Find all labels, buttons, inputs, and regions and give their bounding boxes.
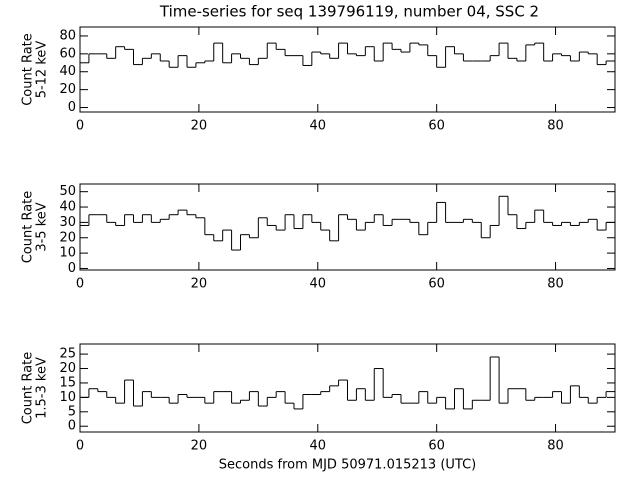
chart-title: Time-series for seq 139796119, number 04… xyxy=(159,3,539,21)
y-axis-label: Count Rate xyxy=(21,352,36,425)
y-axis-label: Count Rate xyxy=(21,191,36,264)
x-tick-label: 80 xyxy=(547,277,564,292)
y-tick-label: 20 xyxy=(59,82,76,97)
plot-frame xyxy=(79,26,616,113)
x-axis-label: Seconds from MJD 50971.015213 (UTC) xyxy=(219,458,477,473)
x-tick-label: 0 xyxy=(76,439,84,454)
y-tick-label: 15 xyxy=(59,375,76,390)
x-tick-label: 20 xyxy=(191,119,208,134)
plot-frame xyxy=(79,183,616,271)
x-tick-label: 60 xyxy=(428,439,445,454)
x-tick-label: 80 xyxy=(547,439,564,454)
y-tick-label: 30 xyxy=(59,215,76,230)
y-tick-label: 0 xyxy=(68,261,76,276)
x-tick-label: 60 xyxy=(428,277,445,292)
y-axis-label: 3-5 keV xyxy=(35,202,50,251)
y-axis-label: 5-12 keV xyxy=(35,41,50,99)
x-tick-label: 60 xyxy=(428,119,445,134)
x-tick-label: 20 xyxy=(191,439,208,454)
y-tick-label: 80 xyxy=(59,28,76,43)
y-tick-label: 40 xyxy=(59,64,76,79)
x-tick-label: 80 xyxy=(547,119,564,134)
y-tick-label: 0 xyxy=(68,100,76,115)
x-tick-label: 0 xyxy=(76,119,84,134)
y-axis-label: 1.5-3 keV xyxy=(35,357,50,419)
y-tick-label: 10 xyxy=(59,246,76,261)
plot-frame xyxy=(79,343,616,433)
y-tick-label: 40 xyxy=(59,200,76,215)
x-tick-label: 40 xyxy=(310,119,327,134)
y-tick-label: 10 xyxy=(59,390,76,405)
y-tick-label: 5 xyxy=(68,404,76,419)
x-tick-label: 0 xyxy=(76,277,84,292)
y-axis-label: Count Rate xyxy=(21,33,36,106)
x-tick-label: 40 xyxy=(310,277,327,292)
x-tick-label: 20 xyxy=(191,277,208,292)
x-tick-label: 40 xyxy=(310,439,327,454)
y-tick-label: 0 xyxy=(68,419,76,434)
y-tick-label: 50 xyxy=(59,184,76,199)
y-tick-label: 20 xyxy=(59,361,76,376)
y-tick-label: 20 xyxy=(59,230,76,245)
y-tick-label: 60 xyxy=(59,46,76,61)
y-tick-label: 25 xyxy=(59,347,76,362)
